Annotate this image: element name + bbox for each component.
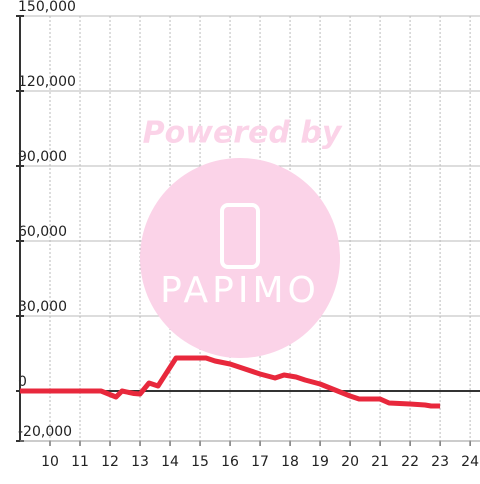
x-tick-label: 24 <box>461 454 479 470</box>
y-tick-label: 90,000 <box>18 149 67 165</box>
watermark-phone <box>220 203 260 269</box>
x-tick-label: 14 <box>161 454 179 470</box>
watermark-circle <box>140 158 340 358</box>
x-tick-label: 22 <box>401 454 419 470</box>
y-tick-label: 60,000 <box>18 224 67 240</box>
x-tick-label: 20 <box>341 454 359 470</box>
y-tick-label: -20,000 <box>18 424 72 440</box>
y-tick-label: 150,000 <box>18 0 76 15</box>
x-tick-label: 10 <box>41 454 59 470</box>
x-tick-label: 16 <box>221 454 239 470</box>
x-tick-label: 23 <box>431 454 449 470</box>
x-tick-label: 11 <box>71 454 89 470</box>
x-tick-label: 15 <box>191 454 209 470</box>
x-tick-label: 21 <box>371 454 389 470</box>
plot: -20,000 0 30,000 60,000 90,000 120,000 150,000… <box>16 0 480 470</box>
x-tick-label: 17 <box>251 454 269 470</box>
y-tick-label: 30,000 <box>18 299 67 315</box>
x-tick-label: 12 <box>101 454 119 470</box>
watermark-title: Powered by <box>143 116 343 151</box>
data-line <box>20 355 441 409</box>
y-tick-label: 0 <box>18 374 27 390</box>
watermark-logo: PAPIMO <box>160 270 320 311</box>
x-tick-label: 19 <box>311 454 329 470</box>
y-tick-label: 120,000 <box>18 74 76 90</box>
x-tick-label: 18 <box>281 454 299 470</box>
x-tick-label: 13 <box>131 454 149 470</box>
